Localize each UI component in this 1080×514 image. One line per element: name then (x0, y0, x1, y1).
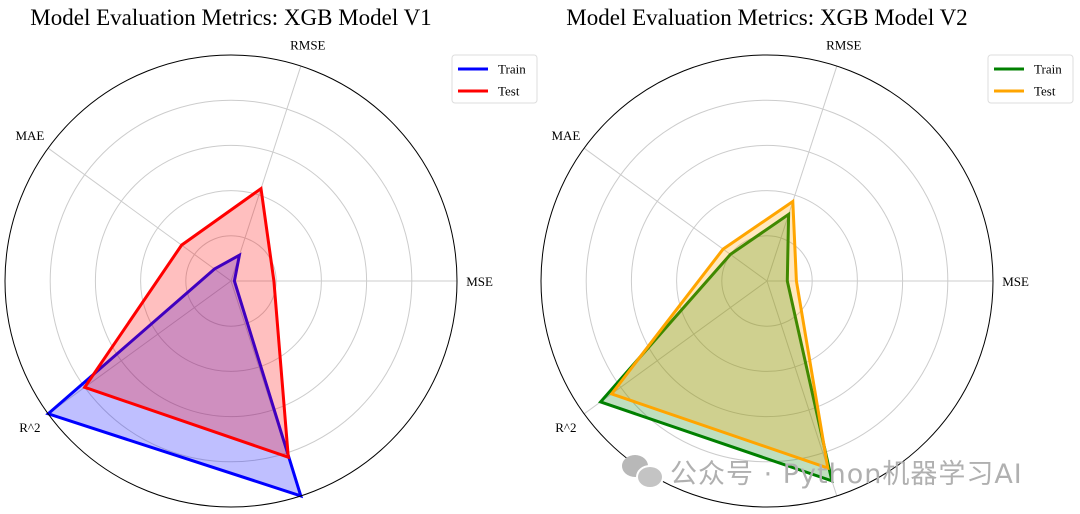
axis-label: MAE (15, 128, 44, 143)
series-line-test (82, 185, 290, 460)
outer-circle (4, 54, 458, 508)
axis-label: R^2 (555, 420, 576, 435)
radar-chart-2: MSE RMSE MAE R^2 EV Model Evaluation Metrics:… (540, 5, 1074, 514)
axis-label: MSE (1002, 274, 1029, 289)
legend: Train Test (451, 54, 538, 104)
watermark-text: 公众号 · Python机器学习AI (670, 459, 1023, 490)
series-fill-test (84, 188, 289, 458)
axis-label: MSE (466, 274, 493, 289)
grid-spoke (47, 280, 232, 415)
grid-spoke (766, 65, 838, 282)
outer-circle (540, 54, 994, 508)
watermark: 公众号 · Python机器学习AI (622, 452, 1023, 491)
series-fill-train (600, 214, 832, 481)
chart-title: Model Evaluation Metrics: XGB Model V2 (566, 5, 967, 30)
axis-label: EV (835, 510, 853, 514)
chart-title: Model Evaluation Metrics: XGB Model V1 (30, 5, 431, 30)
axis-label: R^2 (19, 420, 40, 435)
legend: Train Test (987, 54, 1074, 104)
legend-label: Train (498, 62, 526, 77)
legend-label: Test (1034, 84, 1056, 99)
axis-label: RMSE (290, 38, 325, 53)
grid-spoke (230, 65, 302, 282)
legend-label: Train (1034, 62, 1062, 77)
radar-chart-1: MSE RMSE MAE R^2 EV Model Evaluation Metrics:… (4, 5, 538, 514)
axis-label: RMSE (826, 38, 861, 53)
grid-spoke (583, 147, 768, 282)
axis-label: MAE (551, 128, 580, 143)
series-line-train (45, 252, 304, 499)
wechat-icon (622, 454, 664, 489)
series-line-test (609, 198, 830, 471)
legend-label: Test (498, 84, 520, 99)
series-fill-test (611, 201, 828, 468)
grid-spoke (47, 147, 232, 282)
axis-label: EV (299, 510, 317, 514)
series-fill-train (48, 255, 301, 496)
